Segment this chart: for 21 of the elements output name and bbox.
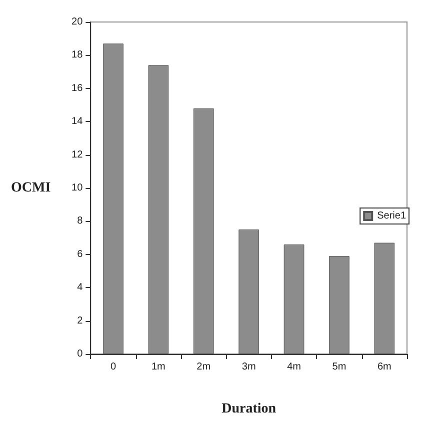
legend-label: Serie1 xyxy=(377,210,406,222)
x-tick-label: 3m xyxy=(242,362,256,372)
x-tick-label: 6m xyxy=(377,362,392,372)
y-tick-label: 16 xyxy=(72,82,84,94)
x-tick-label: 4m xyxy=(287,362,301,372)
x-tick-label: 2m xyxy=(196,362,211,372)
y-tick-label: 20 xyxy=(72,16,84,28)
y-tick-label: 6 xyxy=(77,248,84,260)
x-tick-label: 5m xyxy=(332,362,346,372)
x-tick-label: 0 xyxy=(110,362,116,372)
y-tick-label: 4 xyxy=(77,282,84,294)
y-tick-label: 10 xyxy=(72,182,84,194)
x-axis-title: Duration xyxy=(222,402,276,416)
y-axis-title: OCMI xyxy=(10,180,51,196)
y-tick-label: 12 xyxy=(72,149,84,160)
y-tick-label: 0 xyxy=(77,348,84,360)
y-tick-label: 18 xyxy=(72,50,84,61)
y-tick-label: 14 xyxy=(72,116,84,128)
y-tick-label: 8 xyxy=(77,216,84,227)
x-tick-label: 1m xyxy=(151,362,166,372)
y-tick-label: 2 xyxy=(77,315,84,326)
